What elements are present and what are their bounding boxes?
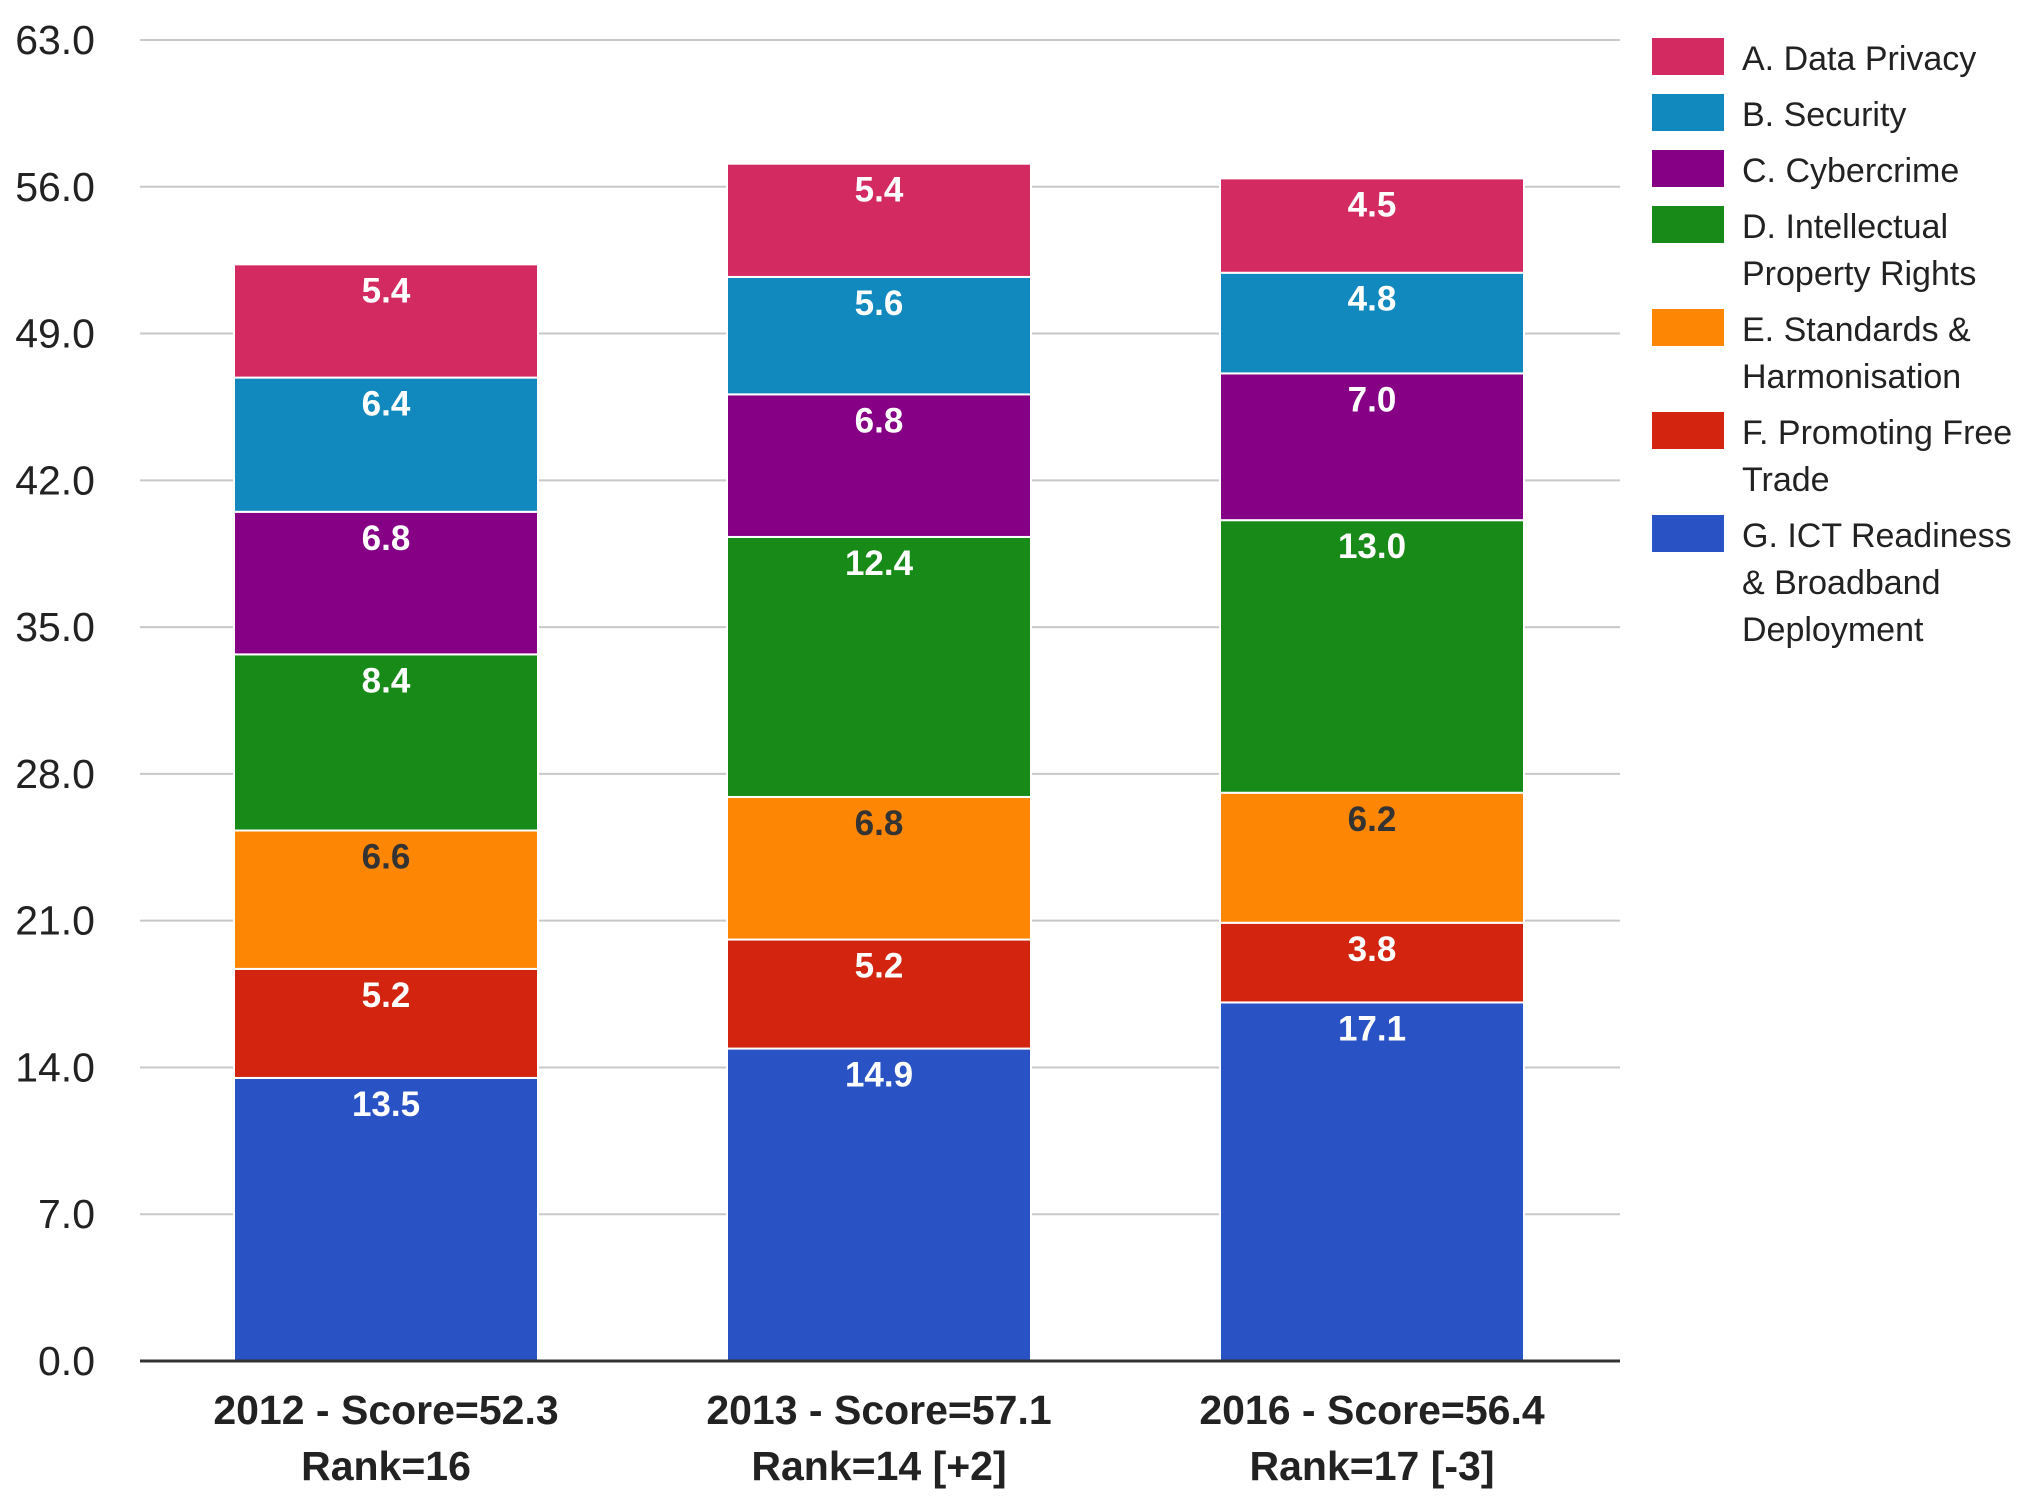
bar-segment [1219,177,1525,274]
bars: 13.5 5.2 6.6 8.4 6.8 6.4 5.4 14.9 5.2 6.8 12.4 6.8 5… [233,162,1525,1363]
y-tick-label: 42.0 [15,457,95,503]
y-tick-label: 56.0 [15,164,95,210]
legend-label: E. Standards & [1742,311,1971,349]
axes: 0.0 7.0 14.0 21.0 28.0 35.0 42.0 49.0 56.0 63.0 20… [15,17,1620,1489]
bar-segment [726,795,1032,941]
y-tick-label: 14.0 [15,1044,95,1090]
bar-segment [233,967,539,1079]
bar-segment [1219,519,1525,794]
legend-swatch [1652,206,1724,243]
data-label: 3.8 [1348,930,1397,969]
legend-label: G. ICT Readiness [1742,517,2012,555]
data-label: 6.8 [855,804,904,843]
legend-label: F. Promoting Free [1742,414,2012,452]
data-label: 4.5 [1348,185,1397,224]
y-tick-label: 35.0 [15,604,95,650]
legend-swatch [1652,515,1724,552]
y-tick-label: 28.0 [15,751,95,797]
x-tick-label: 2012 - Score=52.3 [213,1387,558,1433]
data-label: 5.2 [362,976,411,1015]
bar-segment [726,1047,1032,1362]
y-tick-label: 63.0 [15,17,95,63]
data-label: 6.8 [362,519,411,558]
data-label: 14.9 [845,1056,913,1095]
data-label: 13.0 [1338,527,1406,566]
x-tick-label: Rank=14 [+2] [751,1443,1006,1489]
data-label: 6.8 [855,401,904,440]
legend-label: & Broadband [1742,564,1941,602]
data-label: 7.0 [1348,380,1397,419]
y-tick-label: 0.0 [38,1338,95,1384]
bar-segment [1219,271,1525,375]
legend-label: A. Data Privacy [1742,40,1976,78]
data-label: 12.4 [845,544,914,583]
legend-label: D. Intellectual [1742,208,1948,246]
bar-segment [1219,921,1525,1004]
legend-label: C. Cybercrime [1742,152,1959,190]
bar-segment [726,162,1032,278]
legend-swatch [1652,150,1724,187]
bar-segment [1219,791,1525,924]
data-label: 6.2 [1348,800,1397,839]
data-label: 6.4 [362,385,411,424]
data-label: 8.4 [362,661,411,700]
bar-segment [726,938,1032,1050]
x-tick-label: 2016 - Score=56.4 [1199,1387,1545,1433]
data-label: 5.4 [855,171,904,210]
legend-swatch [1652,94,1724,131]
data-label: 6.6 [362,838,411,877]
legend: A. Data Privacy B. Security C. Cybercrime D… [1652,38,2012,649]
bar-segment [1219,1001,1525,1362]
legend-label: Property Rights [1742,255,1976,293]
data-label: 13.5 [352,1085,420,1124]
y-tick-label: 49.0 [15,311,95,357]
bar-segment [233,1076,539,1363]
x-tick-label: Rank=16 [301,1443,471,1489]
legend-label: Trade [1742,461,1830,499]
data-label: 4.8 [1348,280,1397,319]
bar-segment [233,653,539,832]
bar-segment [233,263,539,379]
x-tick-label: Rank=17 [-3] [1250,1443,1495,1489]
bar-segment [233,829,539,970]
bar-segment [233,376,539,513]
legend-label: Deployment [1742,611,1924,649]
legend-swatch [1652,309,1724,346]
data-label: 5.2 [855,947,904,986]
legend-swatch [1652,38,1724,75]
legend-label: Harmonisation [1742,358,1961,396]
x-tick-label: 2013 - Score=57.1 [706,1387,1051,1433]
data-label: 5.4 [362,271,411,310]
legend-swatch [1652,412,1724,449]
bar-segment [726,275,1032,396]
y-tick-label: 21.0 [15,898,95,944]
bar-segment [726,535,1032,798]
data-label: 17.1 [1338,1009,1406,1048]
bar-segment [233,510,539,656]
data-label: 5.6 [855,284,904,323]
y-tick-label: 7.0 [38,1191,95,1237]
bar-segment [1219,372,1525,522]
legend-label: B. Security [1742,96,1906,134]
